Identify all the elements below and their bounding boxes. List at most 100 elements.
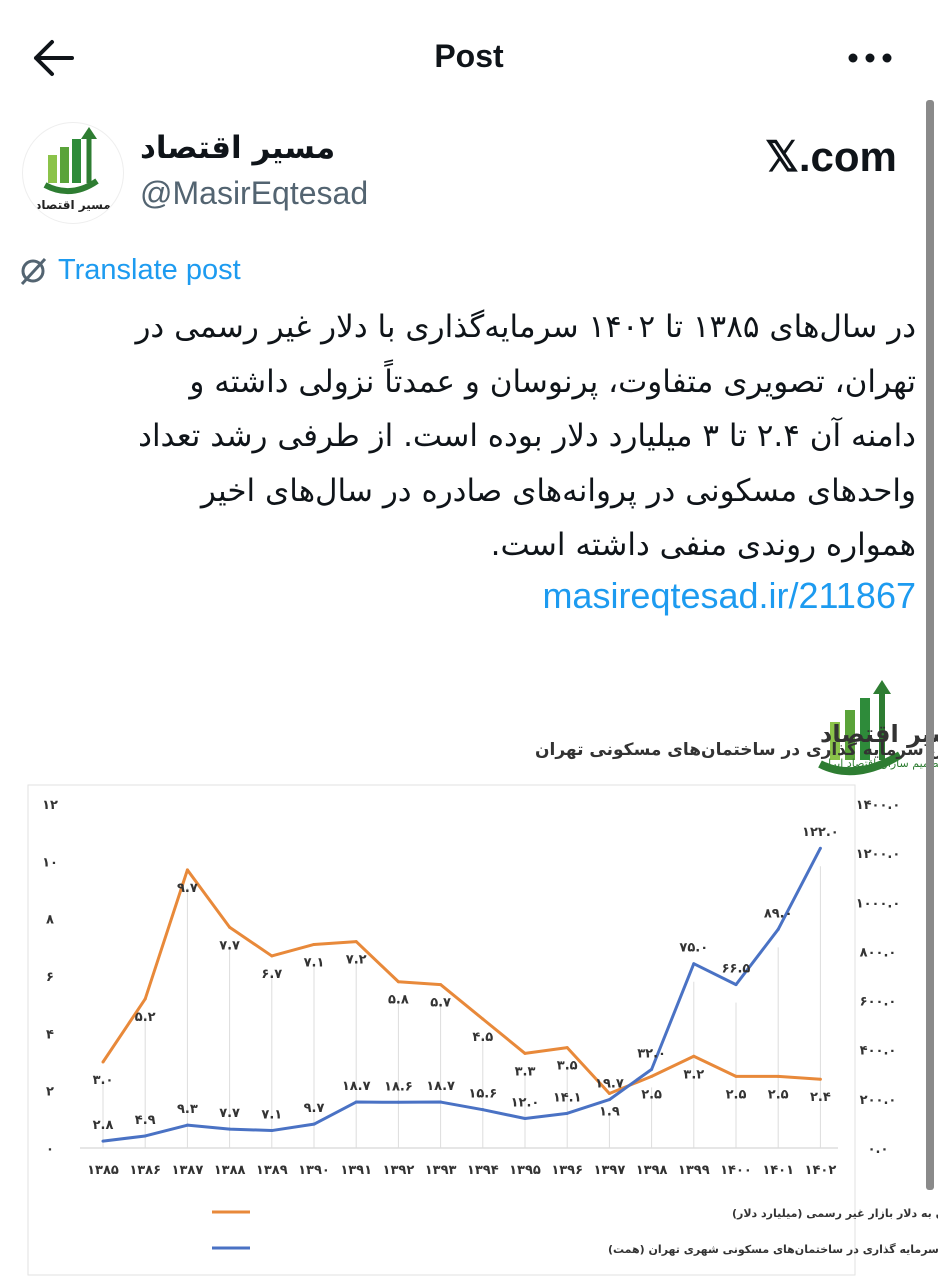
y-right-tick-label: ۲۰۰.۰ <box>860 1093 897 1108</box>
series-line-orange <box>101 868 821 1096</box>
author-handle[interactable]: @MasirEqtesad <box>140 175 369 211</box>
y-left-tick-label: ۱۲ <box>42 798 58 813</box>
logo-icon: مسیر اقتصاد <box>35 127 111 212</box>
data-label: ۱.۹ <box>599 1105 620 1120</box>
data-label: ۷.۷ <box>219 938 240 953</box>
legend: سرمایه گذاری در ساختمان‌های مسکونی شهری … <box>212 1207 938 1256</box>
y-right-tick-label: ۱۰۰۰.۰ <box>856 896 901 911</box>
y-right-tick-label: ۸۰۰.۰ <box>860 945 897 960</box>
data-point <box>776 1074 780 1078</box>
data-point <box>185 868 189 872</box>
back-arrow-icon[interactable] <box>30 38 76 78</box>
data-label: ۳.۵ <box>557 1059 578 1074</box>
x-tick-label: ۱۳۹۲ <box>383 1163 415 1178</box>
data-point <box>439 983 443 987</box>
data-point <box>692 962 696 966</box>
more-options-icon[interactable] <box>845 40 895 76</box>
post-link[interactable]: masireqtesad.ir/211867 <box>542 575 916 616</box>
data-label: ۲.۵ <box>768 1087 789 1102</box>
y-left-tick-label: ۱۰ <box>42 855 58 870</box>
data-point <box>101 1060 105 1064</box>
data-point <box>270 1129 274 1133</box>
data-point <box>650 1074 654 1078</box>
translate-icon <box>20 257 47 285</box>
x-tick-label: ۱۴۰۰ <box>720 1163 752 1178</box>
data-label: ۶۶.۵ <box>722 962 751 977</box>
series-line-blue <box>102 847 822 1143</box>
data-point <box>143 1134 147 1138</box>
data-label: ۹.۳ <box>177 1102 198 1117</box>
data-point <box>734 983 738 987</box>
scrollbar[interactable] <box>926 100 934 1190</box>
data-point <box>481 1108 485 1112</box>
y-left-tick-label: ۲ <box>46 1085 54 1100</box>
y-right-tick-label: ۴۰۰.۰ <box>860 1044 897 1059</box>
post-text: در سال‌های ۱۳۸۵ تا ۱۴۰۲ سرمایه‌گذاری با … <box>16 300 916 573</box>
data-point <box>228 1127 232 1131</box>
data-point <box>692 1054 696 1058</box>
data-point <box>607 1092 611 1096</box>
data-label: ۳.۳ <box>515 1064 536 1079</box>
data-point <box>270 954 274 958</box>
translate-post-link[interactable]: Translate post <box>18 254 241 287</box>
x-tick-label: ۱۳۹۵ <box>509 1163 541 1178</box>
x-tick-label: ۱۳۸۵ <box>87 1163 119 1178</box>
data-label: ۷.۱ <box>304 955 325 970</box>
x-tick-label: ۱۳۸۷ <box>172 1163 204 1178</box>
data-label: ۵.۷ <box>430 996 451 1011</box>
post-line: در سال‌های ۱۳۸۵ تا ۱۴۰۲ سرمایه‌گذاری با … <box>135 309 916 345</box>
data-label: ۹.۷ <box>177 881 198 896</box>
data-label: ۳.۲ <box>683 1067 704 1082</box>
x-tick-label: ۱۳۹۰ <box>298 1163 330 1178</box>
data-point <box>396 1100 400 1104</box>
data-label: ۱۵.۶ <box>468 1087 497 1102</box>
y-right-tick-label: ۱۲۰۰.۰ <box>856 847 901 862</box>
avatar[interactable]: مسیر اقتصاد <box>22 122 124 224</box>
post-line: همواره روندی منفی داشته است. <box>490 527 916 563</box>
data-label: ۷۵.۰ <box>679 941 708 956</box>
post-line: تهران، تصویری متفاوت، پرنوسان و عمدتاً ن… <box>189 363 916 400</box>
data-point <box>565 1046 569 1050</box>
data-point <box>565 1111 569 1115</box>
data-label: ۴.۵ <box>472 1030 493 1045</box>
y-left-tick-label: ۰ <box>46 1142 54 1157</box>
chart-logo-tagline: رسانه تصمیم سازان اقتصاد ایران <box>820 757 938 770</box>
x-tick-label: ۱۳۹۴ <box>467 1163 499 1178</box>
legend-label: ارزش سرمایه گذاری در ساختمان‌های مسکونی … <box>608 1243 938 1256</box>
data-point <box>734 1074 738 1078</box>
data-point <box>101 1139 105 1143</box>
data-label: ۲.۵ <box>641 1087 662 1102</box>
data-label: ۹.۷ <box>304 1101 325 1116</box>
data-point <box>312 942 316 946</box>
data-label: ۲.۵ <box>726 1087 747 1102</box>
x-tick-label: ۱۳۹۱ <box>340 1163 372 1178</box>
x-tick-label: ۱۳۹۶ <box>551 1163 583 1178</box>
data-label: ۳.۰ <box>93 1073 114 1088</box>
data-point <box>228 925 232 929</box>
x-tick-label: ۱۳۸۸ <box>214 1163 246 1178</box>
data-point <box>523 1117 527 1121</box>
y-left-tick-label: ۴ <box>46 1027 54 1042</box>
avatar-text: مسیر اقتصاد <box>35 198 111 212</box>
x-tick-label: ۱۳۸۹ <box>256 1163 288 1178</box>
data-label: ۷.۲ <box>346 953 367 968</box>
chart-title: ارزش سرمایه گذاری در ساختمان‌های مسکونی … <box>535 739 938 760</box>
data-label: ۵.۲ <box>135 1010 156 1025</box>
author-name[interactable]: مسیر اقتصاد <box>140 130 336 166</box>
data-label: ۸۹.۰ <box>764 906 793 921</box>
translate-label: Translate post <box>58 254 241 286</box>
data-label: ۲.۸ <box>93 1118 114 1133</box>
chart-image[interactable]: مسیر اقتصاد رسانه تصمیم سازان اقتصاد ایر… <box>0 660 938 1280</box>
data-label: ۳۲.۰ <box>637 1046 666 1061</box>
data-point <box>818 846 822 850</box>
legend-label: سرمایه گذاری در ساختمان‌های مسکونی شهری … <box>732 1207 938 1220</box>
chart-logo-name: مسیر اقتصاد <box>820 720 938 748</box>
source-watermark: 𝕏.com <box>765 133 897 180</box>
x-tick-label: ۱۳۹۹ <box>678 1163 710 1178</box>
data-point <box>818 1077 822 1081</box>
data-label: ۶.۷ <box>261 967 282 982</box>
x-tick-label: ۱۳۹۷ <box>594 1163 626 1178</box>
data-label: ۱۹.۷ <box>595 1077 624 1092</box>
y-left-tick-label: ۶ <box>46 970 54 985</box>
data-label: ۷.۱ <box>261 1108 282 1123</box>
